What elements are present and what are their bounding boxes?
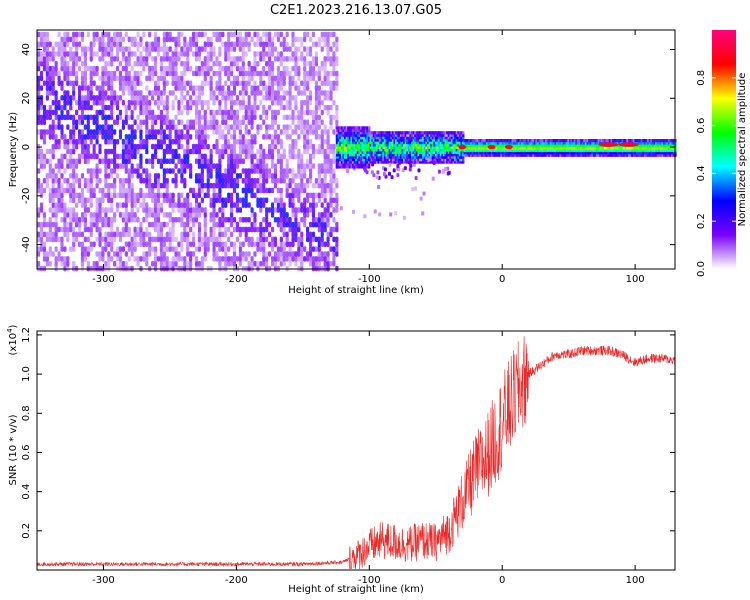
colorbar-label: Normalized spectral amplitude (737, 73, 748, 227)
colorbar-tick-label: 0.8 (696, 70, 707, 86)
snr-plot-area (37, 331, 675, 570)
y-tick-label: -20 (21, 188, 32, 204)
y-tick-label: 20 (21, 92, 32, 105)
spectral-peak (458, 144, 467, 150)
snr-series-line (36, 336, 676, 570)
y-axis-label: SNR (10 * v/v) (8, 414, 19, 485)
spectrogram-cells (37, 31, 677, 272)
y-tick-label: 0.6 (21, 445, 32, 461)
y-multiplier-label: (x104) (6, 324, 19, 355)
spectrogram-frame (36, 29, 676, 270)
x-tick-label: 100 (626, 575, 645, 586)
x-tick-label: 100 (626, 274, 645, 285)
x-axis-label: Height of straight line (km) (288, 285, 424, 296)
spectral-peak (504, 144, 513, 150)
colorbar-tick-label: 0.6 (696, 118, 707, 134)
y-tick-label: 40 (21, 43, 32, 56)
y-tick-label: 0.2 (21, 523, 32, 539)
y-tick-label: 0.8 (21, 405, 32, 421)
colorbar: 0.0 0.2 0.4 0.6 0.8 Normalized spectral ampli… (696, 30, 748, 277)
x-tick-label: -300 (92, 575, 115, 586)
snr-frame (36, 330, 676, 571)
x-tick-label: -100 (358, 274, 381, 285)
x-tick-label: 0 (499, 274, 505, 285)
x-tick-label: -300 (92, 274, 115, 285)
y-tick-label: 1.2 (21, 327, 32, 343)
colorbar-gradient (712, 30, 736, 269)
colorbar-tick-label: 0.4 (696, 165, 707, 181)
y-tick-label: 1.0 (21, 366, 32, 382)
snr-panel: -300 -200 -100 0 100 0.2 0.4 0.6 0.8 1.0 1.2 Height… (6, 324, 676, 595)
x-tick-label: -100 (358, 575, 381, 586)
x-tick-label: -200 (225, 575, 248, 586)
spectral-peak (487, 144, 496, 150)
y-tick-label: -40 (21, 236, 32, 252)
colorbar-tick-label: 0.0 (696, 261, 707, 277)
chart-title: C2E1.2023.216.13.07.G05 (270, 3, 442, 18)
spectral-peak (598, 142, 619, 147)
colorbar-tick-label: 0.2 (696, 213, 707, 229)
y-tick-label: 0.4 (21, 484, 32, 500)
x-tick-label: 0 (499, 575, 505, 586)
y-tick-label: 0 (21, 144, 32, 150)
x-tick-label: -200 (225, 274, 248, 285)
y-axis-label: Frequency (Hz) (8, 112, 19, 188)
spectral-peak (618, 142, 639, 147)
x-axis-label: Height of straight line (km) (288, 584, 424, 595)
